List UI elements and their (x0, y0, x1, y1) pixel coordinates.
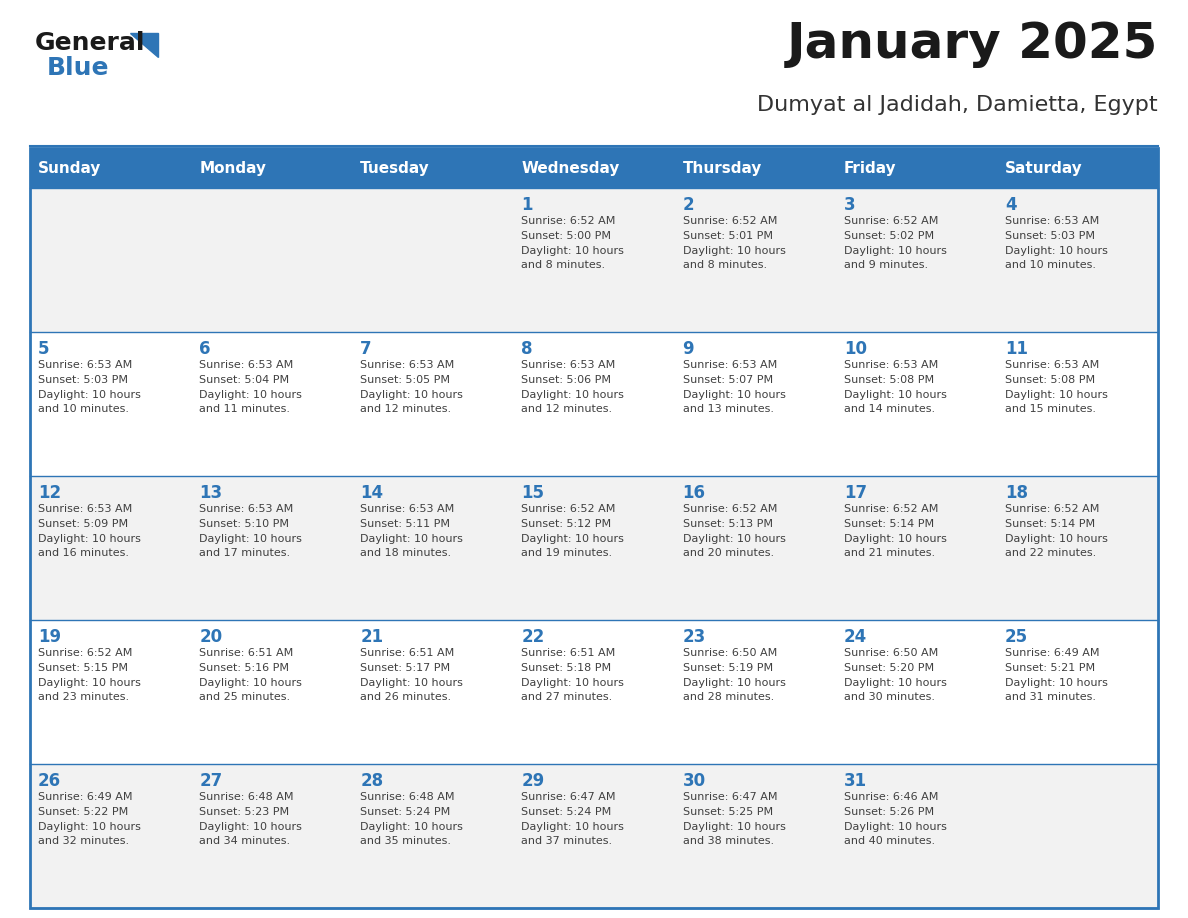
Polygon shape (129, 33, 158, 57)
Text: Sunrise: 6:53 AM
Sunset: 5:11 PM
Daylight: 10 hours
and 18 minutes.: Sunrise: 6:53 AM Sunset: 5:11 PM Dayligh… (360, 504, 463, 558)
Text: 21: 21 (360, 628, 384, 646)
Text: 10: 10 (843, 340, 867, 358)
Text: Sunrise: 6:47 AM
Sunset: 5:24 PM
Daylight: 10 hours
and 37 minutes.: Sunrise: 6:47 AM Sunset: 5:24 PM Dayligh… (522, 792, 625, 846)
Text: 19: 19 (38, 628, 61, 646)
Text: Sunrise: 6:48 AM
Sunset: 5:24 PM
Daylight: 10 hours
and 35 minutes.: Sunrise: 6:48 AM Sunset: 5:24 PM Dayligh… (360, 792, 463, 846)
Text: Sunrise: 6:53 AM
Sunset: 5:10 PM
Daylight: 10 hours
and 17 minutes.: Sunrise: 6:53 AM Sunset: 5:10 PM Dayligh… (200, 504, 302, 558)
Text: Sunrise: 6:53 AM
Sunset: 5:07 PM
Daylight: 10 hours
and 13 minutes.: Sunrise: 6:53 AM Sunset: 5:07 PM Dayligh… (683, 360, 785, 414)
Text: Tuesday: Tuesday (360, 161, 430, 175)
Text: Friday: Friday (843, 161, 896, 175)
Text: Sunrise: 6:50 AM
Sunset: 5:20 PM
Daylight: 10 hours
and 30 minutes.: Sunrise: 6:50 AM Sunset: 5:20 PM Dayligh… (843, 648, 947, 702)
Bar (30, 148, 1158, 188)
Text: Blue: Blue (48, 56, 109, 80)
Text: Sunrise: 6:51 AM
Sunset: 5:17 PM
Daylight: 10 hours
and 26 minutes.: Sunrise: 6:51 AM Sunset: 5:17 PM Dayligh… (360, 648, 463, 702)
Text: General: General (34, 31, 145, 55)
Text: 7: 7 (360, 340, 372, 358)
Text: January 2025: January 2025 (786, 20, 1158, 68)
Text: Dumyat al Jadidah, Damietta, Egypt: Dumyat al Jadidah, Damietta, Egypt (758, 95, 1158, 115)
Text: Sunrise: 6:53 AM
Sunset: 5:08 PM
Daylight: 10 hours
and 15 minutes.: Sunrise: 6:53 AM Sunset: 5:08 PM Dayligh… (1005, 360, 1107, 414)
Text: 17: 17 (843, 484, 867, 502)
Text: 16: 16 (683, 484, 706, 502)
Bar (30, 764, 1158, 908)
Text: Sunrise: 6:52 AM
Sunset: 5:14 PM
Daylight: 10 hours
and 22 minutes.: Sunrise: 6:52 AM Sunset: 5:14 PM Dayligh… (1005, 504, 1107, 558)
Text: Sunrise: 6:51 AM
Sunset: 5:16 PM
Daylight: 10 hours
and 25 minutes.: Sunrise: 6:51 AM Sunset: 5:16 PM Dayligh… (200, 648, 302, 702)
Text: 5: 5 (38, 340, 50, 358)
Text: Sunrise: 6:50 AM
Sunset: 5:19 PM
Daylight: 10 hours
and 28 minutes.: Sunrise: 6:50 AM Sunset: 5:19 PM Dayligh… (683, 648, 785, 702)
Text: Sunrise: 6:52 AM
Sunset: 5:15 PM
Daylight: 10 hours
and 23 minutes.: Sunrise: 6:52 AM Sunset: 5:15 PM Dayligh… (38, 648, 141, 702)
Text: Sunday: Sunday (38, 161, 101, 175)
Text: Saturday: Saturday (1005, 161, 1082, 175)
Text: 23: 23 (683, 628, 706, 646)
Text: 18: 18 (1005, 484, 1028, 502)
Text: 8: 8 (522, 340, 533, 358)
Text: Sunrise: 6:53 AM
Sunset: 5:09 PM
Daylight: 10 hours
and 16 minutes.: Sunrise: 6:53 AM Sunset: 5:09 PM Dayligh… (38, 504, 141, 558)
Text: 25: 25 (1005, 628, 1028, 646)
Text: 22: 22 (522, 628, 544, 646)
Bar (30, 620, 1158, 764)
Text: Sunrise: 6:52 AM
Sunset: 5:01 PM
Daylight: 10 hours
and 8 minutes.: Sunrise: 6:52 AM Sunset: 5:01 PM Dayligh… (683, 216, 785, 271)
Text: Wednesday: Wednesday (522, 161, 620, 175)
Text: Sunrise: 6:53 AM
Sunset: 5:08 PM
Daylight: 10 hours
and 14 minutes.: Sunrise: 6:53 AM Sunset: 5:08 PM Dayligh… (843, 360, 947, 414)
Text: Monday: Monday (200, 161, 266, 175)
Text: 6: 6 (200, 340, 210, 358)
Bar (30, 332, 1158, 476)
Text: 27: 27 (200, 772, 222, 790)
Text: Sunrise: 6:53 AM
Sunset: 5:03 PM
Daylight: 10 hours
and 10 minutes.: Sunrise: 6:53 AM Sunset: 5:03 PM Dayligh… (38, 360, 141, 414)
Text: Sunrise: 6:48 AM
Sunset: 5:23 PM
Daylight: 10 hours
and 34 minutes.: Sunrise: 6:48 AM Sunset: 5:23 PM Dayligh… (200, 792, 302, 846)
Bar (30, 148, 1158, 908)
Text: Sunrise: 6:53 AM
Sunset: 5:05 PM
Daylight: 10 hours
and 12 minutes.: Sunrise: 6:53 AM Sunset: 5:05 PM Dayligh… (360, 360, 463, 414)
Text: Sunrise: 6:52 AM
Sunset: 5:13 PM
Daylight: 10 hours
and 20 minutes.: Sunrise: 6:52 AM Sunset: 5:13 PM Dayligh… (683, 504, 785, 558)
Bar (30, 188, 1158, 332)
Text: Sunrise: 6:46 AM
Sunset: 5:26 PM
Daylight: 10 hours
and 40 minutes.: Sunrise: 6:46 AM Sunset: 5:26 PM Dayligh… (843, 792, 947, 846)
Text: Thursday: Thursday (683, 161, 762, 175)
Text: Sunrise: 6:52 AM
Sunset: 5:00 PM
Daylight: 10 hours
and 8 minutes.: Sunrise: 6:52 AM Sunset: 5:00 PM Dayligh… (522, 216, 625, 271)
Text: 2: 2 (683, 196, 694, 214)
Text: Sunrise: 6:51 AM
Sunset: 5:18 PM
Daylight: 10 hours
and 27 minutes.: Sunrise: 6:51 AM Sunset: 5:18 PM Dayligh… (522, 648, 625, 702)
Text: 24: 24 (843, 628, 867, 646)
Text: 14: 14 (360, 484, 384, 502)
Text: 9: 9 (683, 340, 694, 358)
Text: 4: 4 (1005, 196, 1017, 214)
Text: 12: 12 (38, 484, 61, 502)
Text: 11: 11 (1005, 340, 1028, 358)
Text: Sunrise: 6:53 AM
Sunset: 5:04 PM
Daylight: 10 hours
and 11 minutes.: Sunrise: 6:53 AM Sunset: 5:04 PM Dayligh… (200, 360, 302, 414)
Bar (30, 476, 1158, 620)
Text: 1: 1 (522, 196, 533, 214)
Text: 28: 28 (360, 772, 384, 790)
Text: 26: 26 (38, 772, 61, 790)
Text: Sunrise: 6:52 AM
Sunset: 5:14 PM
Daylight: 10 hours
and 21 minutes.: Sunrise: 6:52 AM Sunset: 5:14 PM Dayligh… (843, 504, 947, 558)
Text: 29: 29 (522, 772, 544, 790)
Text: Sunrise: 6:52 AM
Sunset: 5:02 PM
Daylight: 10 hours
and 9 minutes.: Sunrise: 6:52 AM Sunset: 5:02 PM Dayligh… (843, 216, 947, 271)
Text: 15: 15 (522, 484, 544, 502)
Text: 31: 31 (843, 772, 867, 790)
Text: Sunrise: 6:53 AM
Sunset: 5:06 PM
Daylight: 10 hours
and 12 minutes.: Sunrise: 6:53 AM Sunset: 5:06 PM Dayligh… (522, 360, 625, 414)
Text: Sunrise: 6:49 AM
Sunset: 5:21 PM
Daylight: 10 hours
and 31 minutes.: Sunrise: 6:49 AM Sunset: 5:21 PM Dayligh… (1005, 648, 1107, 702)
Text: 13: 13 (200, 484, 222, 502)
Text: 30: 30 (683, 772, 706, 790)
Text: 20: 20 (200, 628, 222, 646)
Text: Sunrise: 6:49 AM
Sunset: 5:22 PM
Daylight: 10 hours
and 32 minutes.: Sunrise: 6:49 AM Sunset: 5:22 PM Dayligh… (38, 792, 141, 846)
Text: Sunrise: 6:47 AM
Sunset: 5:25 PM
Daylight: 10 hours
and 38 minutes.: Sunrise: 6:47 AM Sunset: 5:25 PM Dayligh… (683, 792, 785, 846)
Text: Sunrise: 6:52 AM
Sunset: 5:12 PM
Daylight: 10 hours
and 19 minutes.: Sunrise: 6:52 AM Sunset: 5:12 PM Dayligh… (522, 504, 625, 558)
Text: Sunrise: 6:53 AM
Sunset: 5:03 PM
Daylight: 10 hours
and 10 minutes.: Sunrise: 6:53 AM Sunset: 5:03 PM Dayligh… (1005, 216, 1107, 271)
Text: 3: 3 (843, 196, 855, 214)
